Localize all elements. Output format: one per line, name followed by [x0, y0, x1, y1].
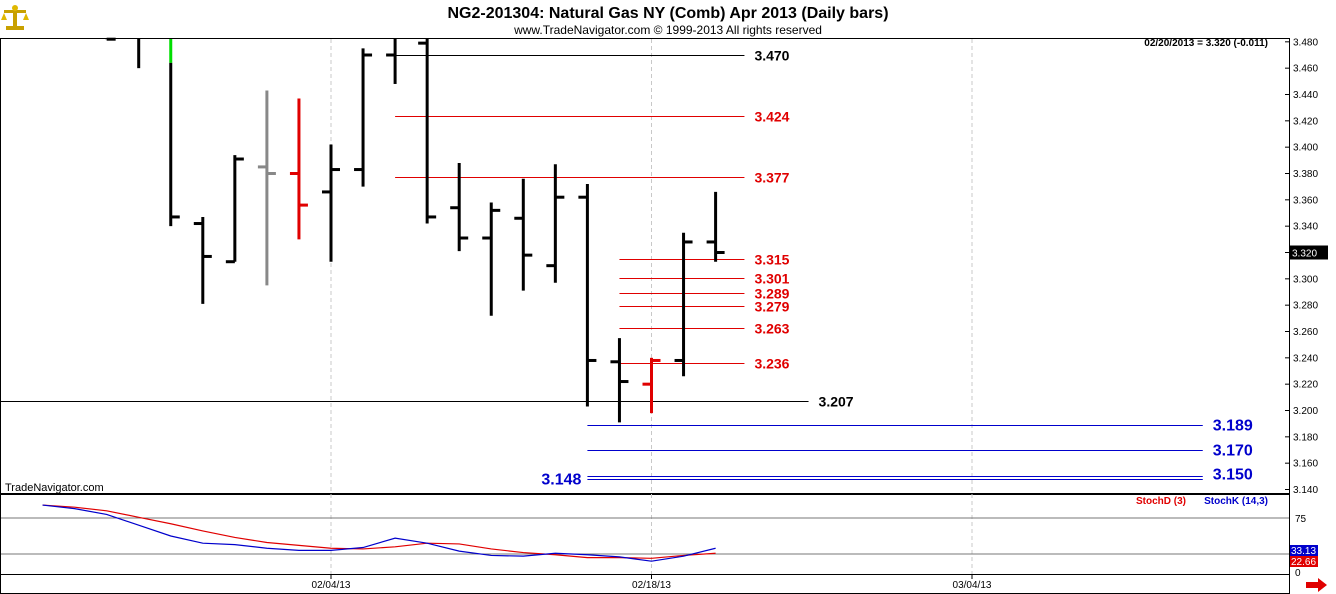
- level-label: 3.377: [754, 170, 789, 186]
- date-tick-label: 02/18/13: [632, 580, 671, 591]
- y-tick-label: 3.260: [1293, 327, 1318, 338]
- level-label: 3.170: [1213, 443, 1253, 460]
- scroll-right-arrow-icon[interactable]: [1306, 578, 1327, 592]
- osc-legend-entry: StochD (3): [1136, 496, 1186, 507]
- level-label: 3.279: [754, 299, 789, 315]
- level-label: 3.315: [754, 252, 789, 268]
- level-label: 3.301: [754, 271, 789, 287]
- y-tick-label: 3.240: [1293, 353, 1318, 364]
- price-panel-frame: [0, 38, 1290, 494]
- level-label: 3.150: [1213, 467, 1253, 484]
- oscillator-panel-frame: [0, 494, 1290, 575]
- watermark: TradeNavigator.com: [5, 482, 104, 494]
- y-tick-label: 3.460: [1293, 64, 1318, 75]
- y-tick-label: 3.360: [1293, 195, 1318, 206]
- last-price-tag-label: 3.320: [1292, 249, 1317, 260]
- osc-y-tick-label: 0: [1295, 568, 1301, 579]
- y-tick-label: 3.480: [1293, 37, 1318, 48]
- y-tick-label: 3.440: [1293, 90, 1318, 101]
- level-label: 3.236: [754, 356, 789, 372]
- y-tick-label: 3.400: [1293, 143, 1318, 154]
- level-label: 3.263: [754, 321, 789, 337]
- osc-y-tick-label: 75: [1295, 514, 1307, 525]
- scale-logo-icon: [1, 5, 29, 30]
- y-tick-label: 3.160: [1293, 459, 1318, 470]
- y-tick-label: 3.220: [1293, 380, 1318, 391]
- y-tick-label: 3.180: [1293, 432, 1318, 443]
- osc-legend-entry: StochK (14,3): [1204, 496, 1268, 507]
- level-label: 3.424: [754, 109, 789, 125]
- y-tick-label: 3.380: [1293, 169, 1318, 180]
- y-tick-label: 3.420: [1293, 116, 1318, 127]
- chart-subtitle: www.TradeNavigator.com © 1999-2013 All r…: [513, 23, 822, 37]
- last-price-tag: [1290, 245, 1328, 260]
- chart-title: NG2-201304: Natural Gas NY (Comb) Apr 20…: [447, 5, 888, 22]
- logo: [1, 5, 29, 30]
- date-tick-label: 03/04/13: [953, 580, 992, 591]
- level-label: 3.470: [754, 48, 789, 64]
- osc-value-tag: [1290, 545, 1318, 556]
- level-label: 3.207: [819, 394, 854, 410]
- osc-series-line: [42, 504, 716, 562]
- osc-value-tag: [1290, 556, 1318, 567]
- osc-value-tag-label: 33.13: [1291, 546, 1316, 557]
- y-tick-label: 3.340: [1293, 222, 1318, 233]
- osc-series-line: [42, 504, 716, 559]
- level-label: 3.189: [1213, 418, 1253, 435]
- y-tick-label: 3.200: [1293, 406, 1318, 417]
- osc-value-tag-label: 22.66: [1291, 557, 1316, 568]
- y-tick-label: 3.300: [1293, 274, 1318, 285]
- y-tick-label: 3.140: [1293, 485, 1318, 496]
- y-tick-label: 3.280: [1293, 301, 1318, 312]
- date-tick-label: 02/04/13: [312, 580, 351, 591]
- level-label: 3.289: [754, 286, 789, 302]
- last-price-info: 02/20/2013 = 3.320 (-0.011): [1144, 38, 1268, 49]
- level-label: 3.148: [541, 472, 581, 489]
